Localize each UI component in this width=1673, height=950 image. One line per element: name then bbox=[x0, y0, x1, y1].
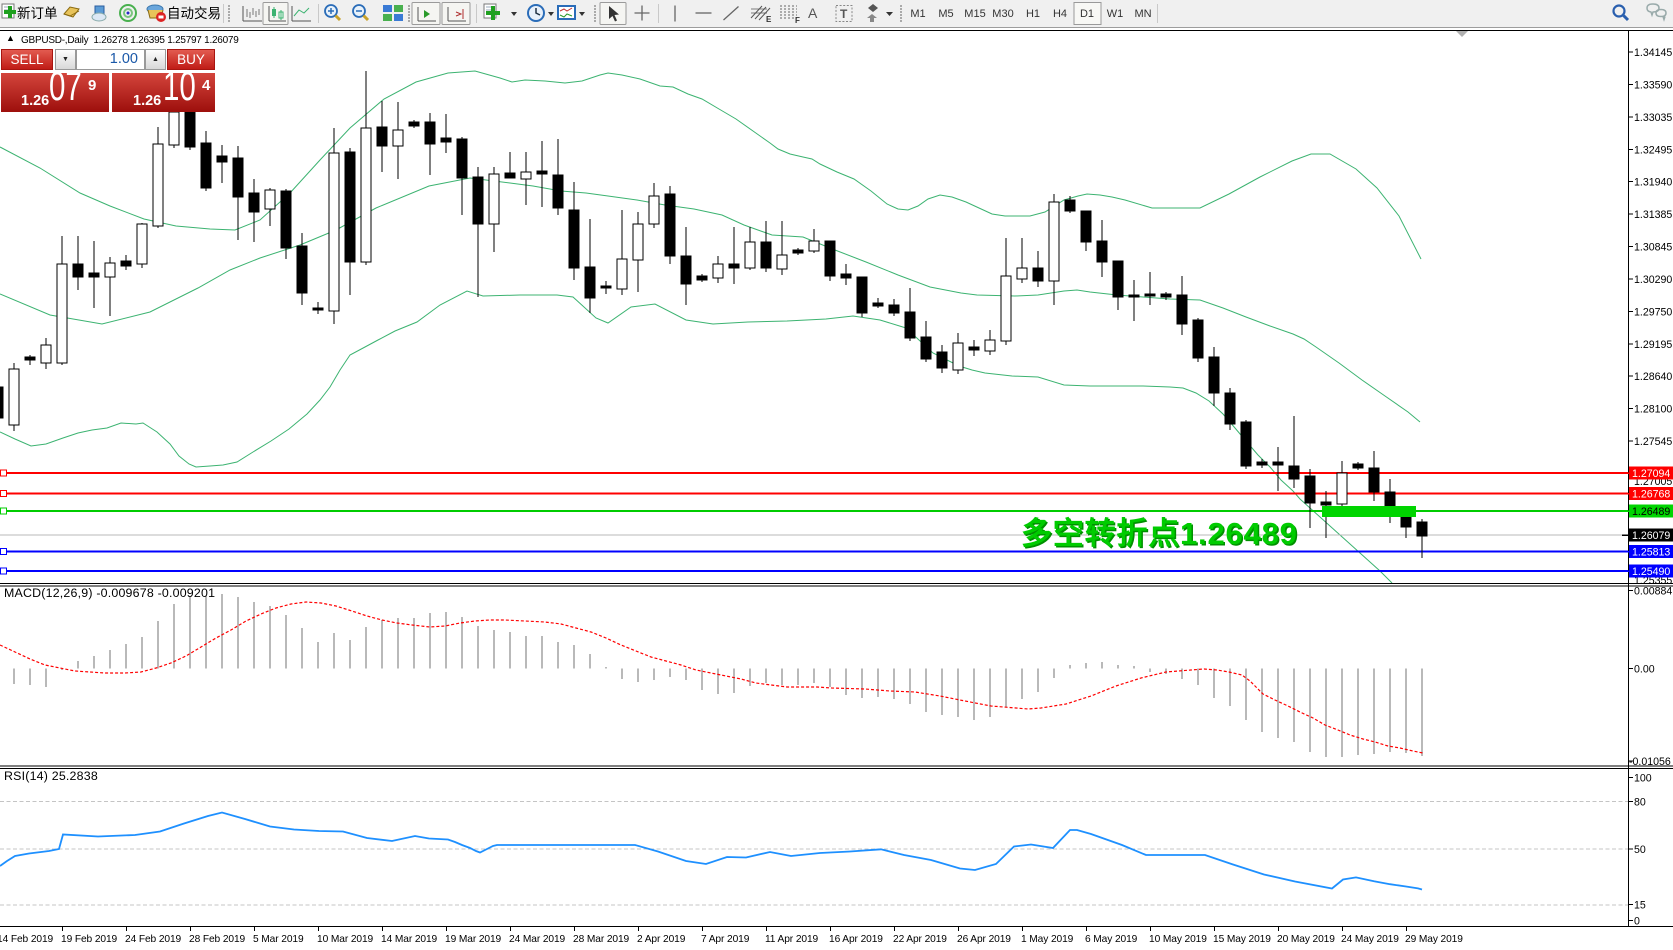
svg-text:M15: M15 bbox=[964, 8, 985, 20]
svg-text:M5: M5 bbox=[938, 8, 953, 20]
svg-text:24 Mar 2019: 24 Mar 2019 bbox=[509, 934, 566, 945]
svg-text:1.25813: 1.25813 bbox=[1632, 547, 1670, 559]
svg-text:M1: M1 bbox=[910, 8, 925, 20]
svg-text:19 Feb 2019: 19 Feb 2019 bbox=[61, 934, 118, 945]
svg-text:100: 100 bbox=[1634, 773, 1652, 785]
svg-text:14 Mar 2019: 14 Mar 2019 bbox=[381, 934, 438, 945]
svg-text:D1: D1 bbox=[1080, 8, 1094, 20]
svg-text:MACD(12,26,9) -0.009678 -0.009: MACD(12,26,9) -0.009678 -0.009201 bbox=[4, 586, 215, 600]
svg-text:T: T bbox=[840, 7, 848, 21]
svg-text:自动交易: 自动交易 bbox=[167, 5, 221, 21]
svg-text:1.25490: 1.25490 bbox=[1632, 566, 1670, 578]
svg-text:1.31385: 1.31385 bbox=[1634, 209, 1672, 221]
svg-text:2 Apr 2019: 2 Apr 2019 bbox=[637, 934, 686, 945]
svg-text:16 Apr 2019: 16 Apr 2019 bbox=[829, 934, 883, 945]
svg-text:20 May 2019: 20 May 2019 bbox=[1277, 934, 1335, 945]
svg-text:0: 0 bbox=[1634, 916, 1640, 928]
svg-text:▲: ▲ bbox=[6, 33, 15, 43]
svg-text:RSI(14) 25.2838: RSI(14) 25.2838 bbox=[4, 769, 98, 783]
svg-text:-0.01056: -0.01056 bbox=[1629, 756, 1671, 768]
svg-text:1.30290: 1.30290 bbox=[1634, 274, 1672, 286]
svg-text:MN: MN bbox=[1134, 8, 1151, 20]
svg-text:10 May 2019: 10 May 2019 bbox=[1149, 934, 1207, 945]
svg-text:H1: H1 bbox=[1026, 8, 1040, 20]
svg-text:22 Apr 2019: 22 Apr 2019 bbox=[893, 934, 947, 945]
svg-text:0.00: 0.00 bbox=[1634, 664, 1655, 676]
svg-text:19 Mar 2019: 19 Mar 2019 bbox=[445, 934, 502, 945]
svg-text:1.30845: 1.30845 bbox=[1634, 242, 1672, 254]
svg-text:M30: M30 bbox=[992, 8, 1013, 20]
svg-text:24 Feb 2019: 24 Feb 2019 bbox=[125, 934, 182, 945]
svg-text:1.29750: 1.29750 bbox=[1634, 306, 1672, 318]
svg-text:A: A bbox=[808, 5, 818, 21]
svg-text:1.29195: 1.29195 bbox=[1634, 339, 1672, 351]
svg-text:H4: H4 bbox=[1053, 8, 1067, 20]
svg-text:W1: W1 bbox=[1107, 8, 1124, 20]
svg-text:50: 50 bbox=[1634, 844, 1646, 856]
svg-text:GBPUSD-,Daily 1.26278 1.26395: GBPUSD-,Daily 1.26278 1.26395 1.25797 1.… bbox=[21, 35, 239, 46]
svg-text:1.32495: 1.32495 bbox=[1634, 144, 1672, 156]
svg-text:11 Apr 2019: 11 Apr 2019 bbox=[765, 934, 819, 945]
svg-text:26 Apr 2019: 26 Apr 2019 bbox=[957, 934, 1011, 945]
svg-text:1.31940: 1.31940 bbox=[1634, 177, 1672, 189]
svg-text:1.26079: 1.26079 bbox=[1632, 530, 1670, 542]
svg-text:7 Apr 2019: 7 Apr 2019 bbox=[701, 934, 750, 945]
svg-text:80: 80 bbox=[1634, 797, 1646, 809]
svg-text:1.34145: 1.34145 bbox=[1634, 47, 1672, 59]
svg-text:1.27545: 1.27545 bbox=[1634, 436, 1672, 448]
svg-text:1.26768: 1.26768 bbox=[1632, 489, 1670, 501]
svg-text:E: E bbox=[766, 15, 772, 24]
svg-text:15: 15 bbox=[1634, 900, 1646, 912]
svg-text:1.33590: 1.33590 bbox=[1634, 79, 1672, 91]
svg-text:1.33035: 1.33035 bbox=[1634, 112, 1672, 124]
svg-text:15 May 2019: 15 May 2019 bbox=[1213, 934, 1271, 945]
svg-text:10 Mar 2019: 10 Mar 2019 bbox=[317, 934, 374, 945]
svg-text:28 Feb 2019: 28 Feb 2019 bbox=[189, 934, 246, 945]
svg-text:5 Mar 2019: 5 Mar 2019 bbox=[253, 934, 304, 945]
svg-text:28 Mar 2019: 28 Mar 2019 bbox=[573, 934, 630, 945]
svg-text:1.28100: 1.28100 bbox=[1634, 404, 1672, 416]
svg-text:1.25355: 1.25355 bbox=[1634, 575, 1672, 587]
svg-text:6 May 2019: 6 May 2019 bbox=[1085, 934, 1138, 945]
svg-text:0.00884: 0.00884 bbox=[1634, 586, 1672, 598]
svg-text:29 May 2019: 29 May 2019 bbox=[1405, 934, 1463, 945]
svg-text:F: F bbox=[795, 16, 800, 25]
svg-text:1.28640: 1.28640 bbox=[1634, 371, 1672, 383]
svg-text:多空转折点1.26489: 多空转折点1.26489 bbox=[1021, 516, 1298, 551]
svg-text:1.26489: 1.26489 bbox=[1632, 506, 1670, 518]
svg-text:1 May 2019: 1 May 2019 bbox=[1021, 934, 1074, 945]
svg-text:新订单: 新订单 bbox=[17, 6, 58, 21]
svg-text:24 May 2019: 24 May 2019 bbox=[1341, 934, 1399, 945]
svg-text:14 Feb 2019: 14 Feb 2019 bbox=[0, 934, 54, 945]
svg-text:1.27094: 1.27094 bbox=[1632, 468, 1670, 480]
